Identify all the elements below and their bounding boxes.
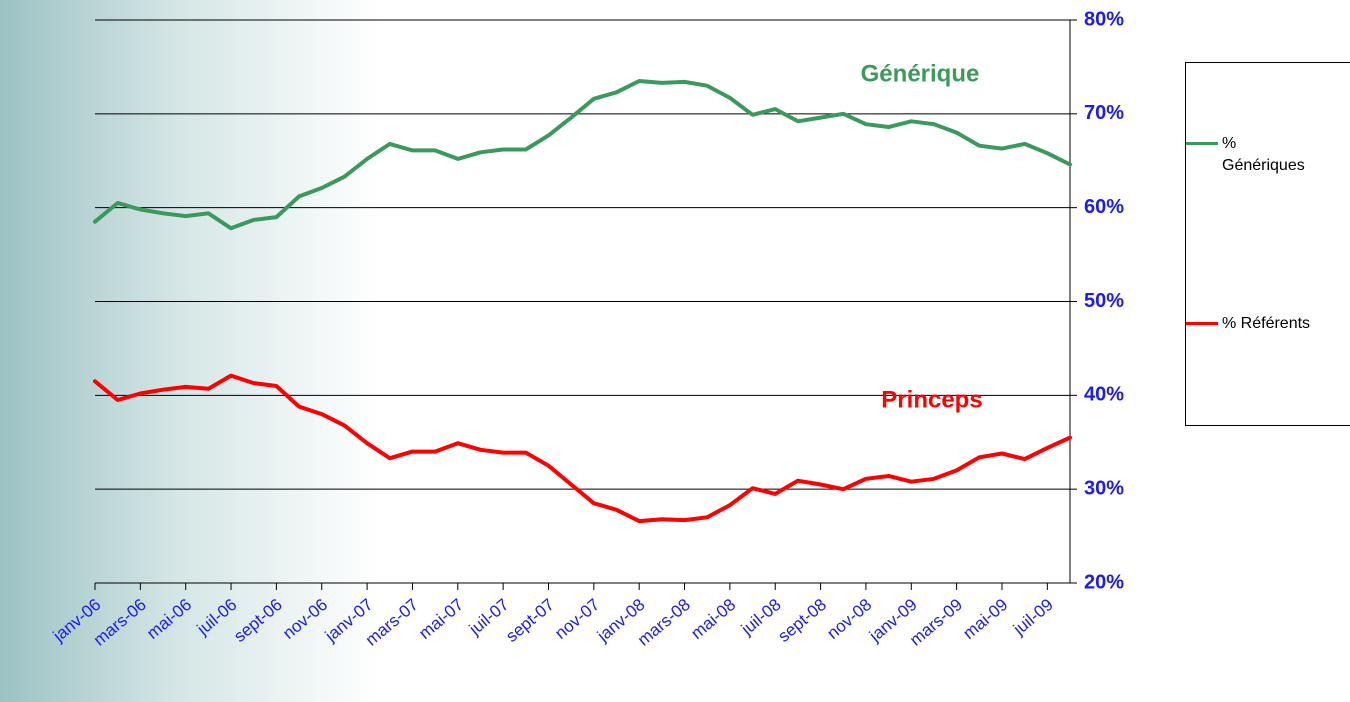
legend: % Génériques % Référents bbox=[1185, 62, 1350, 426]
x-tick-label: mai-08 bbox=[687, 595, 739, 643]
x-tick-label: nov-08 bbox=[823, 595, 875, 643]
legend-swatch bbox=[1186, 322, 1218, 325]
x-tick-label: nov-06 bbox=[279, 595, 331, 643]
y-tick-label: 20% bbox=[1084, 571, 1124, 593]
y-tick-label: 40% bbox=[1084, 384, 1124, 406]
y-tick-label: 80% bbox=[1084, 8, 1124, 30]
x-tick-label: mai-07 bbox=[415, 595, 467, 643]
annotation: Générique bbox=[861, 60, 980, 87]
y-tick-label: 30% bbox=[1084, 477, 1124, 499]
legend-swatch bbox=[1186, 142, 1218, 145]
legend-entry: % Génériques bbox=[1186, 133, 1312, 177]
x-tick-label: mai-06 bbox=[143, 595, 195, 643]
x-tick-label: sept-08 bbox=[774, 595, 830, 646]
y-tick-label: 70% bbox=[1084, 102, 1124, 124]
legend-entry: % Référents bbox=[1186, 313, 1312, 335]
x-tick-label: sept-07 bbox=[502, 595, 558, 646]
series-line bbox=[93, 373, 1072, 524]
annotation: Princeps bbox=[881, 386, 982, 413]
x-tick-label: nov-07 bbox=[551, 595, 603, 643]
x-tick-label: mai-09 bbox=[959, 595, 1011, 643]
x-tick-label: sept-06 bbox=[230, 595, 286, 646]
legend-label: % Génériques bbox=[1222, 135, 1305, 174]
legend-label: % Référents bbox=[1222, 315, 1311, 332]
x-tick-label: juil-09 bbox=[1009, 595, 1057, 639]
series-line bbox=[93, 79, 1072, 231]
y-tick-label: 60% bbox=[1084, 196, 1124, 218]
y-tick-label: 50% bbox=[1084, 290, 1124, 312]
